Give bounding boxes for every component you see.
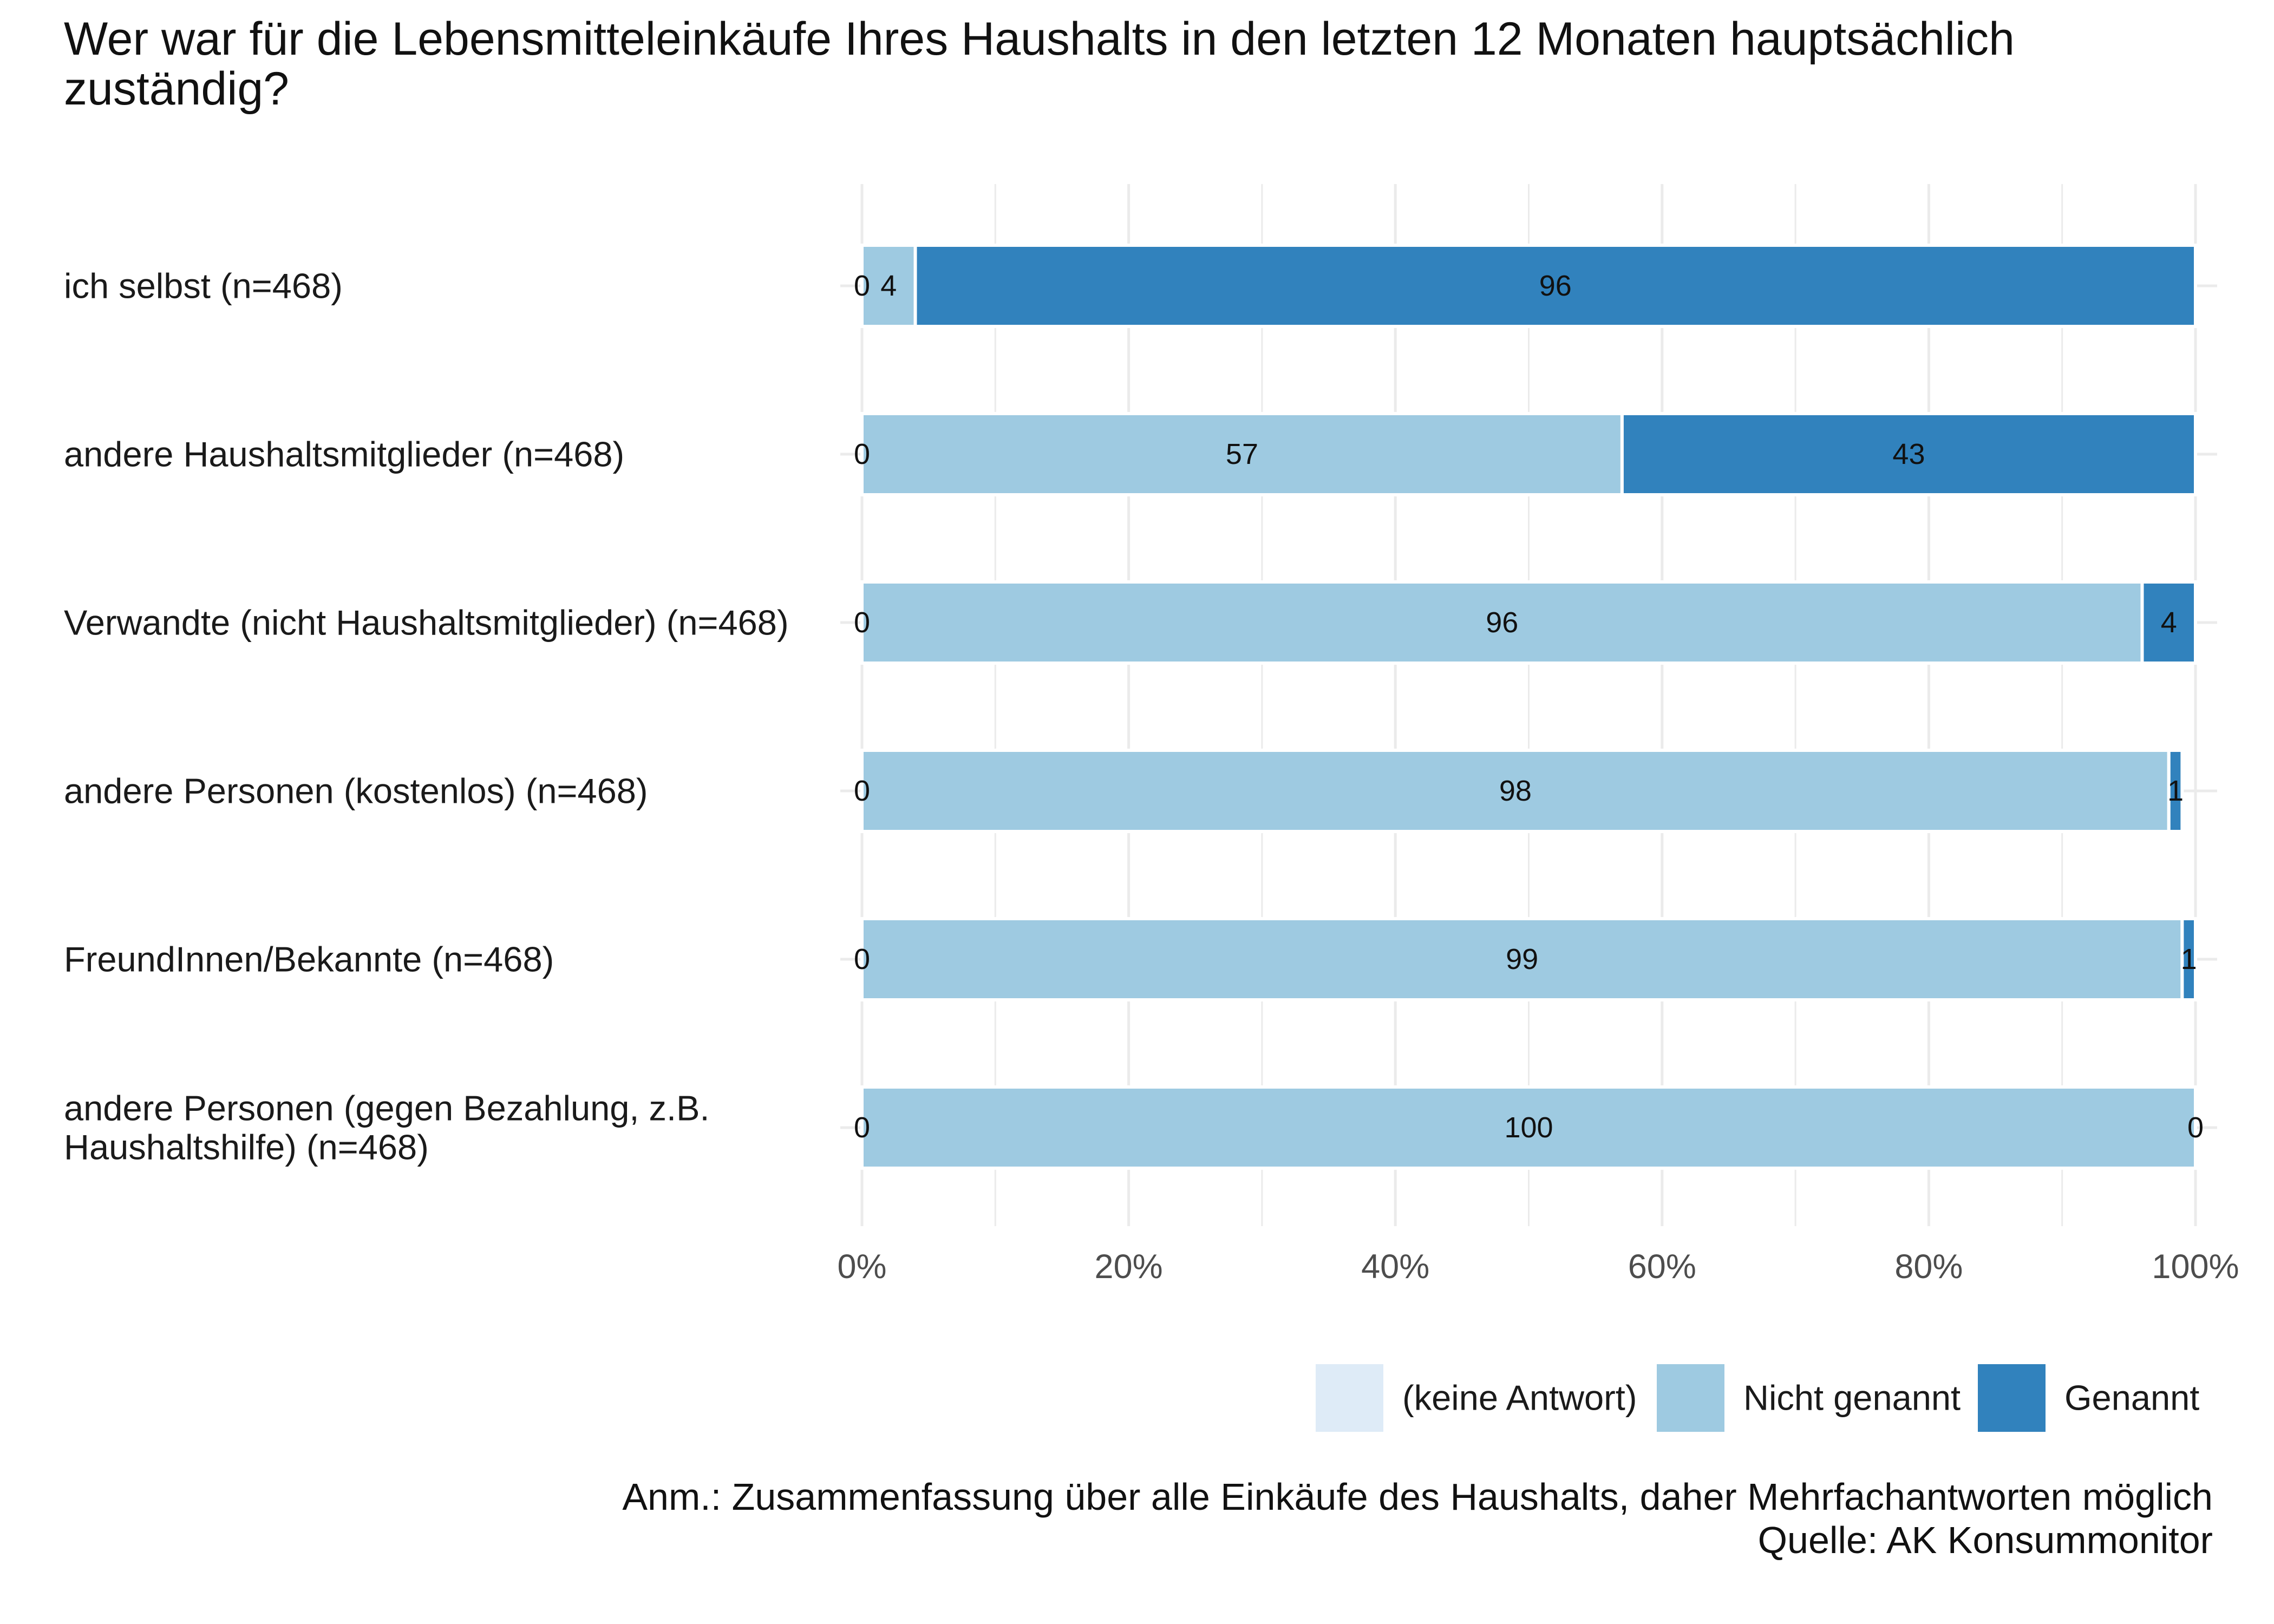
- bar-segment: [860, 1085, 2197, 1170]
- legend: (keine Antwort) Nicht genannt Genannt: [1316, 1364, 2199, 1432]
- x-tick-label: 40%: [1361, 1248, 1429, 1286]
- category-label: Verwandte (nicht Haushaltsmitglieder) (n…: [64, 603, 789, 643]
- x-tick-label: 0%: [837, 1248, 886, 1286]
- category-label: andere Personen (gegen Bezahlung, z.B.: [64, 1089, 710, 1128]
- legend-label: (keine Antwort): [1402, 1378, 1637, 1418]
- x-tick-label: 100%: [2152, 1248, 2239, 1286]
- bar-value-label: 4: [880, 270, 897, 302]
- category-labels: ich selbst (n=468) andere Haushaltsmitgli…: [64, 266, 789, 1167]
- legend-label: Genannt: [2064, 1378, 2199, 1418]
- bar-value-label: 96: [1486, 606, 1518, 639]
- note-annotation: Anm.: Zusammenfassung über alle Einkäufe…: [622, 1476, 2213, 1518]
- category-label: Haushaltshilfe) (n=468): [64, 1128, 429, 1167]
- legend-label: Nicht genannt: [1743, 1378, 1961, 1418]
- x-tick-label: 60%: [1628, 1248, 1696, 1286]
- bar-value-label: 0: [854, 775, 870, 807]
- category-label: andere Personen (kostenlos) (n=468): [64, 771, 648, 811]
- legend-swatch: [1657, 1364, 1724, 1432]
- bar-segment: [860, 244, 917, 328]
- bar-segment: [860, 412, 1624, 496]
- bar-value-label: 43: [1892, 438, 1925, 470]
- bar-segment: [2140, 580, 2197, 665]
- bar-segment: [913, 244, 2197, 328]
- category-label: andere Haushaltsmitglieder (n=468): [64, 435, 624, 474]
- bar-value-label: 98: [1499, 775, 1532, 807]
- bar-value-label: 0: [854, 270, 870, 302]
- bar-value-label: 99: [1506, 943, 1538, 975]
- bar-segment: [860, 917, 2184, 1001]
- legend-swatch: [1316, 1364, 1383, 1432]
- x-tick-label: 20%: [1095, 1248, 1163, 1286]
- legend-swatch: [1978, 1364, 2046, 1432]
- bar-segment: [2180, 917, 2198, 1001]
- bar-segment: [860, 580, 2144, 665]
- bar-value-label: 0: [854, 943, 870, 975]
- category-label: FreundInnen/Bekannte (n=468): [64, 940, 554, 979]
- bars: [860, 244, 2198, 1170]
- bar-value-label: 0: [854, 1111, 870, 1144]
- bar-value-label: 100: [1504, 1111, 1553, 1144]
- grid-lines: [840, 184, 2217, 1226]
- bar-value-label: 1: [2181, 943, 2197, 975]
- bar-value-label: 0: [854, 438, 870, 470]
- note-source: Quelle: AK Konsummonitor: [1757, 1519, 2213, 1561]
- bar-value-label: 57: [1226, 438, 1258, 470]
- bar-segment: [2167, 749, 2184, 833]
- bar-value-labels: 0 4 960 57 430 96 40 98 10 99 10 100 0: [854, 270, 2204, 1144]
- bar-value-label: 4: [2161, 606, 2177, 639]
- bar-segment: [860, 749, 2171, 833]
- x-tick-label: 80%: [1894, 1248, 1963, 1286]
- chart-title: Wer war für die Lebensmitteleinkäufe Ihr…: [64, 13, 2015, 115]
- bar-value-label: 1: [2167, 775, 2184, 807]
- bar-segment: [1620, 412, 2197, 496]
- x-axis-ticks: 0% 20% 40% 60% 80% 100%: [837, 1248, 2239, 1286]
- bar-value-label: 96: [1539, 270, 1572, 302]
- chart-note: Anm.: Zusammenfassung über alle Einkäufe…: [622, 1475, 2213, 1562]
- category-label: ich selbst (n=468): [64, 266, 343, 306]
- bar-value-label: 0: [854, 606, 870, 639]
- bar-value-label: 0: [2187, 1111, 2204, 1144]
